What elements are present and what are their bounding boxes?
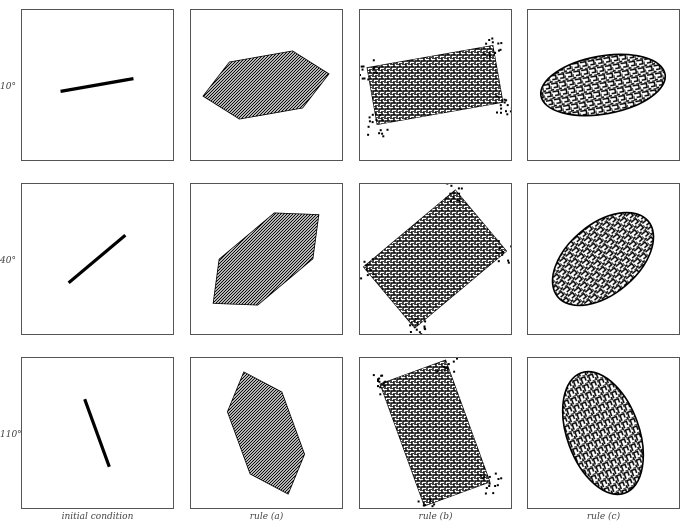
pattern-graphic-1-1 <box>212 212 320 306</box>
pattern-graphic-3-2 <box>561 370 645 496</box>
pattern-graphic-2-1 <box>360 184 511 334</box>
pattern-graphic-0-0 <box>60 77 134 93</box>
panel-parallelogram-fractal-40deg <box>359 183 512 335</box>
rule-a-shape <box>212 212 320 306</box>
rule-a-shape <box>202 50 330 120</box>
rule-a-shape <box>226 371 306 495</box>
row-label-10: 10° <box>0 82 16 92</box>
panel-hexagon-dense-10deg <box>190 9 343 161</box>
row-label-40: 40° <box>0 256 16 266</box>
rule-b-fringe <box>360 184 511 334</box>
panel-parallelogram-fractal-110deg <box>359 357 512 509</box>
pattern-graphic-0-2 <box>83 398 111 468</box>
pattern-graphic-3-1 <box>551 211 655 307</box>
pattern-graphic-2-0 <box>360 37 511 138</box>
rule-b-shape <box>379 359 491 507</box>
rule-c-shape <box>539 53 667 117</box>
rule-b-fringe <box>360 37 511 138</box>
initial-line <box>83 398 111 468</box>
rule-c-shape <box>561 370 645 496</box>
panel-rounded-blob-110deg <box>527 357 680 509</box>
initial-line <box>67 234 127 284</box>
panel-hexagon-dense-40deg <box>190 183 343 335</box>
pattern-graphic-3-0 <box>539 53 667 117</box>
rule-c-shape <box>551 211 655 307</box>
pattern-graphic-0-1 <box>67 234 127 284</box>
initial-line <box>60 77 134 93</box>
rule-b-shape <box>362 189 508 329</box>
panel-parallelogram-fractal-10deg <box>359 9 512 161</box>
rule-b-fringe <box>372 358 503 508</box>
panel-rounded-blob-40deg <box>527 183 680 335</box>
pattern-graphic-1-2 <box>226 371 306 495</box>
column-label-initial-condition: initial condition <box>61 512 134 522</box>
row-label-110: 110° <box>0 430 22 440</box>
pattern-graphic-2-2 <box>372 358 503 508</box>
column-label-rule-b: rule (b) <box>418 512 453 522</box>
panel-line-40deg <box>21 183 174 335</box>
rule-b-shape <box>366 44 504 126</box>
column-label-rule-a: rule (a) <box>249 512 284 522</box>
panel-hexagon-dense-110deg <box>190 357 343 509</box>
panel-rounded-blob-10deg <box>527 9 680 161</box>
column-label-rule-c: rule (c) <box>586 512 621 522</box>
panel-line-10deg <box>21 9 174 161</box>
panel-line-110deg <box>21 357 174 509</box>
pattern-graphic-1-0 <box>202 50 330 120</box>
